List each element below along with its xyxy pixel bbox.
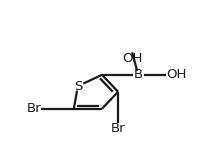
Text: Br: Br <box>26 102 41 115</box>
Text: S: S <box>74 80 82 93</box>
Text: OH: OH <box>166 68 187 81</box>
Text: Br: Br <box>111 122 125 135</box>
Text: B: B <box>134 68 143 81</box>
Text: OH: OH <box>122 52 142 65</box>
